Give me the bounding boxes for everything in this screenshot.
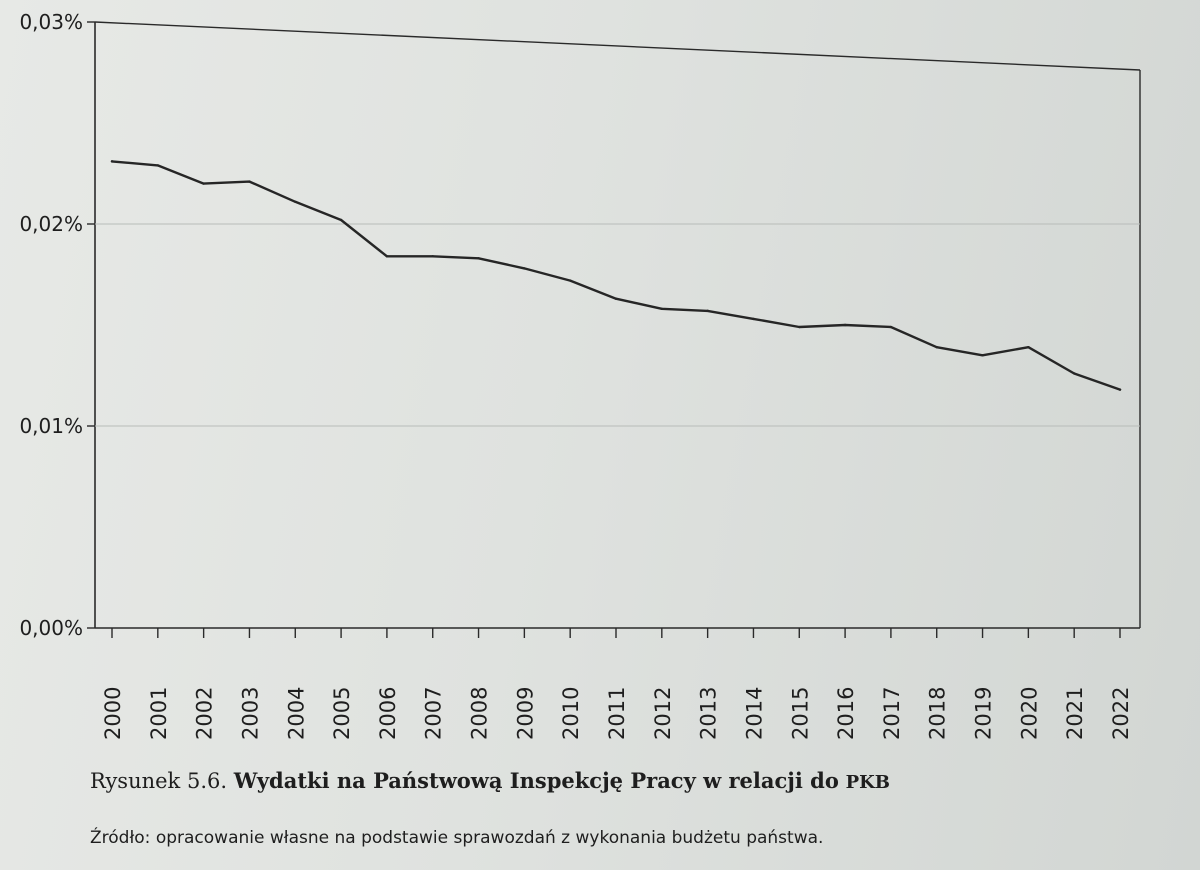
data-point (981, 354, 984, 357)
caption-pkb: PKB (845, 772, 890, 793)
data-point (339, 218, 343, 222)
y-tick-label: 0,02% (19, 212, 83, 236)
data-point (706, 309, 709, 313)
x-tick-label: 2016 (834, 687, 858, 740)
data-point (385, 255, 389, 258)
plot-frame (94, 21, 1141, 629)
x-tick-label: 2003 (238, 687, 262, 740)
x-tick-label: 2001 (147, 687, 171, 740)
data-point (798, 325, 801, 329)
data-point (477, 257, 480, 260)
line-chart: 0,00%0,01%0,02%0,03% 2000 2001 2002 2003 200… (19, 10, 1141, 740)
x-tick-label: 2005 (330, 687, 354, 740)
data-point (935, 346, 938, 349)
x-tick-label: 2022 (1109, 687, 1133, 740)
data-point (110, 160, 114, 163)
y-axis: 0,00% 0,01% 0,02% 0,03% (19, 10, 1140, 640)
x-tick-label: 2013 (697, 687, 721, 740)
x-tick-label: 2008 (468, 687, 492, 740)
data-point (889, 325, 893, 329)
y-tick-label: 0,03% (19, 10, 83, 34)
data-point (614, 297, 618, 300)
data-point (843, 323, 847, 327)
x-tick-label: 2014 (742, 687, 766, 740)
data-point (294, 200, 297, 203)
y-tick-label: 0,00% (19, 616, 83, 640)
x-tick-label: 2021 (1063, 687, 1087, 740)
x-tick-label: 2002 (193, 687, 217, 740)
data-point (1072, 372, 1076, 375)
series-layer (110, 160, 1122, 391)
data-point (202, 182, 205, 185)
x-tick-label: 2017 (880, 687, 904, 740)
x-tick-label: 2011 (605, 687, 629, 740)
data-point (1027, 346, 1030, 349)
x-tick-label: 2009 (513, 687, 537, 740)
data-point (431, 255, 434, 258)
data-point (1118, 388, 1122, 391)
data-point (752, 317, 755, 321)
x-tick-label: 2020 (1017, 687, 1041, 740)
x-tick-label: 2007 (422, 687, 446, 740)
figure-source: Źródło: opracowanie własne na podstawie … (90, 828, 824, 848)
data-point (568, 279, 572, 282)
figure-caption: Rysunek 5.6. Wydatki na Państwową Inspek… (90, 768, 890, 793)
data-point (156, 164, 160, 167)
x-tick-label: 2010 (559, 687, 583, 740)
x-tick-label: 2004 (284, 687, 308, 740)
x-tick-label: 2000 (101, 687, 125, 740)
top-border-line (94, 21, 1141, 71)
caption-title: Wydatki na Państwową Inspekcję Pracy w r… (233, 768, 839, 793)
x-tick-label: 2012 (651, 687, 675, 740)
x-tick-label: 2018 (926, 687, 950, 740)
data-point (660, 307, 664, 311)
x-tick-label: 2015 (788, 687, 812, 740)
data-point (248, 180, 251, 183)
series-line (110, 160, 1122, 391)
x-tick-label: 2019 (972, 687, 996, 740)
caption-number: Rysunek 5.6. (90, 769, 228, 793)
y-tick-label: 0,01% (19, 414, 83, 438)
x-axis: 2000 2001 2002 2003 2004 2005 2006 2007 2008 2009… (101, 628, 1133, 740)
data-point (523, 267, 526, 270)
x-tick-label: 2006 (376, 687, 400, 740)
